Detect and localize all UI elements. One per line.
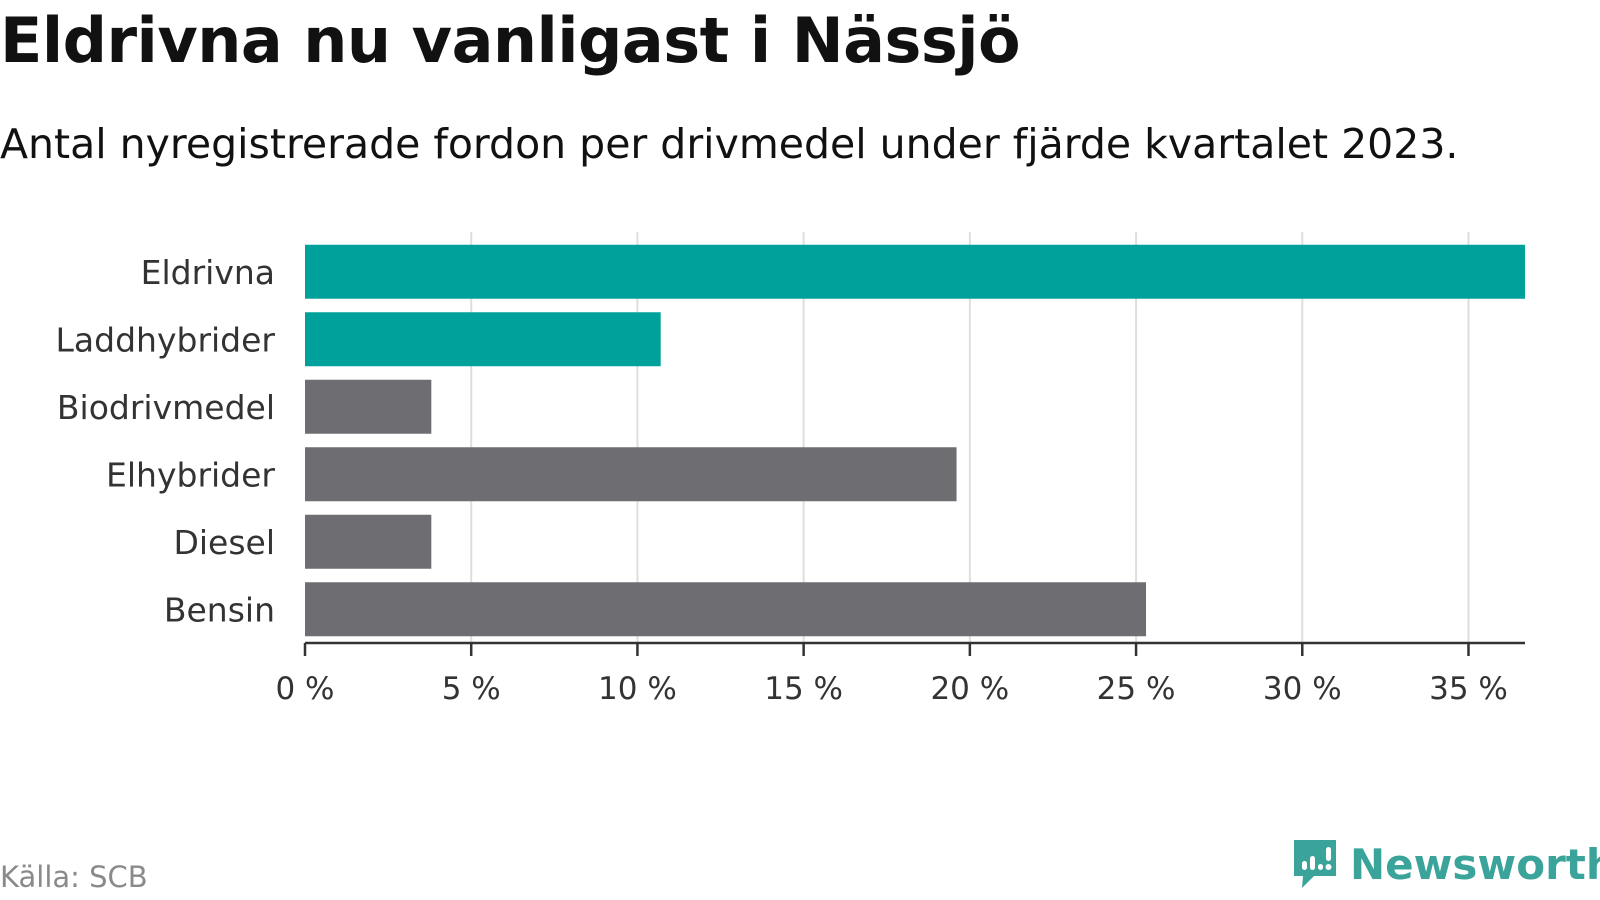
category-label: Biodrivmedel — [57, 388, 275, 427]
newsworthy-logo-icon — [1294, 840, 1336, 888]
x-tick-label: 0 % — [275, 671, 334, 707]
x-tick-label: 25 % — [1097, 671, 1176, 707]
chart-title: Eldrivna nu vanligast i Nässjö — [0, 4, 1021, 77]
bar-chart: Eldrivna Laddhybrider Biodrivmedel Elhybrid… — [56, 232, 1525, 707]
brand-logo: Newsworthy — [1290, 838, 1600, 890]
x-tick-label: 5 % — [442, 671, 501, 707]
x-tick-label: 35 % — [1429, 671, 1508, 707]
x-tick-label: 10 % — [598, 671, 677, 707]
bar — [305, 514, 432, 569]
category-label: Diesel — [173, 523, 275, 562]
bar — [305, 379, 432, 434]
x-tick-label: 30 % — [1263, 671, 1342, 707]
bar — [305, 582, 1147, 637]
bar — [305, 312, 661, 367]
category-label: Eldrivna — [141, 253, 275, 292]
category-label: Elhybrider — [106, 455, 275, 494]
category-label: Laddhybrider — [56, 320, 276, 359]
x-tick-label: 20 % — [930, 671, 1009, 707]
brand-name: Newsworthy — [1350, 839, 1600, 889]
source-note: Källa: SCB — [0, 860, 148, 894]
chart-subtitle: Antal nyregistrerade fordon per drivmede… — [0, 120, 1459, 168]
x-tick-label: 15 % — [764, 671, 843, 707]
bar — [305, 244, 1525, 299]
bar — [305, 447, 957, 502]
category-label: Bensin — [164, 590, 275, 629]
